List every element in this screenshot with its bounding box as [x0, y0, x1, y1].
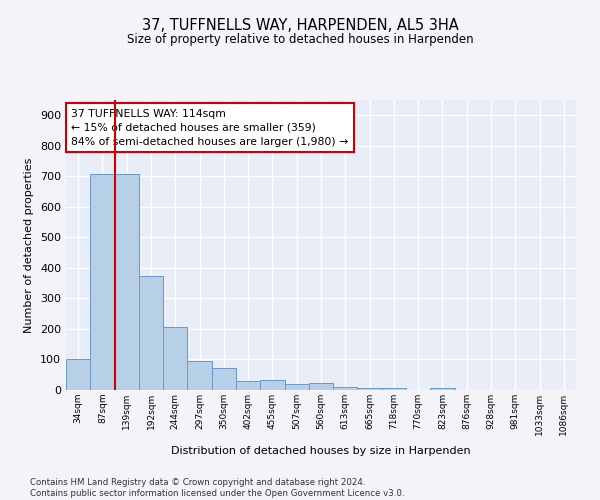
- Bar: [309, 384, 333, 390]
- Bar: [139, 276, 163, 390]
- Bar: [163, 327, 187, 390]
- Bar: [260, 380, 284, 390]
- Text: Size of property relative to detached houses in Harpenden: Size of property relative to detached ho…: [127, 32, 473, 46]
- Text: 37 TUFFNELLS WAY: 114sqm
← 15% of detached houses are smaller (359)
84% of semi-: 37 TUFFNELLS WAY: 114sqm ← 15% of detach…: [71, 108, 349, 146]
- Bar: [358, 388, 382, 390]
- Y-axis label: Number of detached properties: Number of detached properties: [25, 158, 34, 332]
- Bar: [284, 384, 309, 390]
- Bar: [236, 382, 260, 390]
- Text: Contains HM Land Registry data © Crown copyright and database right 2024.
Contai: Contains HM Land Registry data © Crown c…: [30, 478, 404, 498]
- Bar: [382, 388, 406, 390]
- Bar: [333, 387, 358, 390]
- Bar: [90, 174, 115, 390]
- Bar: [66, 360, 90, 390]
- Bar: [187, 361, 212, 390]
- Bar: [115, 174, 139, 390]
- Bar: [430, 388, 455, 390]
- Text: 37, TUFFNELLS WAY, HARPENDEN, AL5 3HA: 37, TUFFNELLS WAY, HARPENDEN, AL5 3HA: [142, 18, 458, 32]
- Bar: [212, 368, 236, 390]
- X-axis label: Distribution of detached houses by size in Harpenden: Distribution of detached houses by size …: [171, 446, 471, 456]
